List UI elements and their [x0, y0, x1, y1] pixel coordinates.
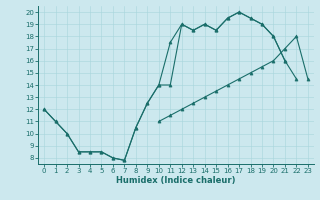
X-axis label: Humidex (Indice chaleur): Humidex (Indice chaleur) — [116, 176, 236, 185]
